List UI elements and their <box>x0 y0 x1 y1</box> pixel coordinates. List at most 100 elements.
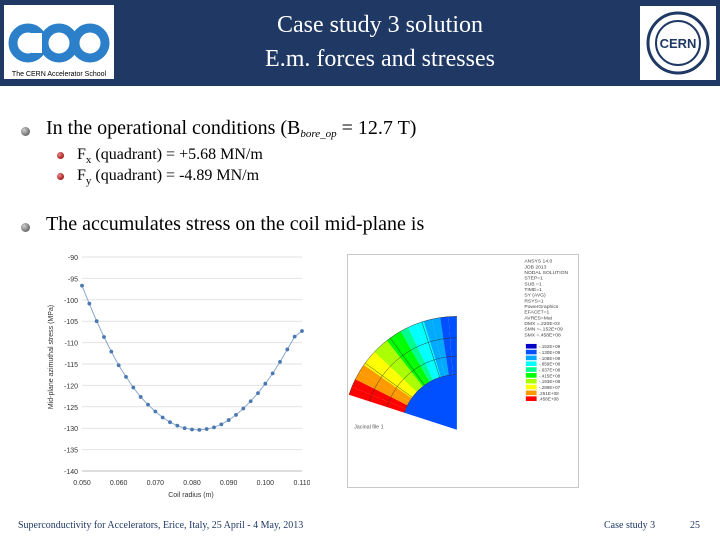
fea-info-line: SUB =1 <box>524 281 541 287</box>
chart-data-point <box>226 418 231 422</box>
fea-mesh-line <box>421 321 441 378</box>
chart-data-point <box>160 415 165 420</box>
chart-y-tick-label: -140 <box>64 469 78 476</box>
fea-info-line: NODAL SOLUTION <box>524 270 568 276</box>
footer-section: Case study 3 <box>604 520 656 531</box>
fea-stress-band <box>374 345 420 392</box>
chart-data-point <box>153 409 158 414</box>
fea-stress-band <box>368 351 417 395</box>
chart-data-point <box>234 413 238 417</box>
fea-info-line: DMX =.220E-03 <box>524 321 560 327</box>
chart-data-point <box>102 335 106 339</box>
chart-data-point <box>212 425 216 430</box>
chart-x-tick-label: 0.060 <box>110 480 128 487</box>
chart-y-tick-label: -95 <box>68 276 78 283</box>
fea-legend-value: .458E+08 <box>539 397 559 402</box>
fea-stress-band <box>440 316 453 376</box>
fea-info-line: JOB 2013 <box>524 264 546 270</box>
fea-legend-swatch <box>525 367 537 372</box>
chart-data-point <box>263 381 268 386</box>
chart-y-tick-label: -130 <box>64 426 78 433</box>
midplane-stress-chart: -90 -95 -100 -105 -110 -115 -120 -125 -130 -135 -1… <box>48 255 311 499</box>
chart-data-point <box>292 334 297 339</box>
fea-legend-value: -.108E+09 <box>539 356 561 361</box>
chart-data-point <box>109 349 114 354</box>
chart-data-point <box>87 301 92 306</box>
chart-y-label: Mid-plane azimuthal stress (MPa) <box>48 305 55 409</box>
chart-y-tick-label: -90 <box>68 255 78 262</box>
chart-y-tick-label: -105 <box>64 319 78 326</box>
fea-info-line: ANSYS 14.0 <box>524 259 552 265</box>
bullet-fx: Fx (quadrant) = +5.68 MN/m <box>77 146 263 167</box>
fea-stress-band <box>355 371 410 406</box>
fea-stress-band <box>393 331 430 384</box>
chart-x-tick-label: 0.090 <box>220 480 238 487</box>
fea-legend-value: -.152E+09 <box>539 344 561 349</box>
cern-logo-text: CERN <box>660 36 697 51</box>
fea-legend-value: -.415E+08 <box>539 373 561 378</box>
fea-stress-band <box>363 358 415 399</box>
fea-legend-swatch <box>525 343 537 349</box>
title-line-2: E.m. forces and stresses <box>265 46 495 72</box>
chart-data-point <box>138 395 143 399</box>
fea-legend-value: -.130E+09 <box>539 350 561 355</box>
chart-data-point <box>270 371 275 376</box>
chart-series-line <box>81 285 303 431</box>
chart-data-point <box>131 385 136 390</box>
chart-x-tick-label: 0.100 <box>257 480 275 487</box>
chart-x-tick-label: 0.110 <box>294 480 311 487</box>
fea-stress-band <box>348 386 406 413</box>
chart-data-point <box>241 406 246 411</box>
fea-info-line: PowerGraphics <box>524 304 558 310</box>
chart-data-point <box>219 422 224 427</box>
cas-logo-text: The CERN Accelerator School <box>12 71 107 78</box>
fea-stress-band <box>351 379 408 409</box>
chart-data-point <box>300 329 304 333</box>
fea-legend-swatch <box>525 378 537 384</box>
fea-stress-band <box>423 319 445 377</box>
fea-legend-swatch <box>525 390 537 396</box>
fea-info-line: SMX =.458E+08 <box>524 332 561 338</box>
fea-info-line: AVRES=Mat <box>524 315 552 321</box>
fea-legend-swatch <box>525 373 537 378</box>
chart-x-tick-label: 0.050 <box>73 480 91 487</box>
fea-legend-value: -.637E+08 <box>539 367 561 372</box>
fea-mesh-line <box>389 337 425 386</box>
chart-x-tick-label: 0.070 <box>147 480 165 487</box>
fea-stress-band <box>415 321 441 379</box>
fea-stress-band <box>408 323 437 380</box>
footer-conference: Superconductivity for Accelerators, Eric… <box>18 520 304 531</box>
sub-bullet-dot <box>57 152 64 159</box>
chart-data-point <box>190 427 194 432</box>
chart-x-label: Coil radius (m) <box>168 492 214 499</box>
fea-legend-value: -.859E+08 <box>539 362 561 367</box>
chart-y-tick-label: -125 <box>64 405 78 412</box>
slide-header: The CERN Accelerator School Case study 3… <box>0 0 720 86</box>
fea-mesh-line <box>404 374 457 413</box>
fea-stress-map: -.152E+09 -.130E+09 -.108E+09 -.859E+08 -.63… <box>347 254 579 488</box>
chart-data-point <box>146 402 150 407</box>
chart-y-tick-label: -120 <box>64 383 78 390</box>
fea-info-line: STEP=1 <box>524 276 543 282</box>
bullet-midplane-stress: The accumulates stress on the coil mid-p… <box>46 213 425 235</box>
fea-stress-band <box>380 340 423 390</box>
bullet-dot <box>21 223 30 232</box>
fea-stress-band <box>400 327 434 382</box>
fea-mesh-line <box>364 362 413 398</box>
title-line-1: Case study 3 solution <box>276 12 483 38</box>
chart-x-tick-label: 0.080 <box>183 480 201 487</box>
fea-legend-swatch <box>525 349 537 355</box>
chart-data-point <box>116 363 121 368</box>
fea-legend-value: -.289E+07 <box>539 385 561 390</box>
chart-y-tick-label: -110 <box>65 341 79 348</box>
fea-stress-band <box>431 317 449 376</box>
chart-data-point <box>204 427 209 431</box>
chart-data-point <box>94 319 99 324</box>
chart-data-point <box>285 347 290 352</box>
fea-stress-band <box>448 316 457 375</box>
fea-legend-swatch <box>525 384 537 390</box>
chart-data-point <box>256 391 260 396</box>
bullet-dot <box>21 127 30 136</box>
fea-stress-band <box>359 364 412 402</box>
chart-y-tick-label: -100 <box>64 298 78 305</box>
